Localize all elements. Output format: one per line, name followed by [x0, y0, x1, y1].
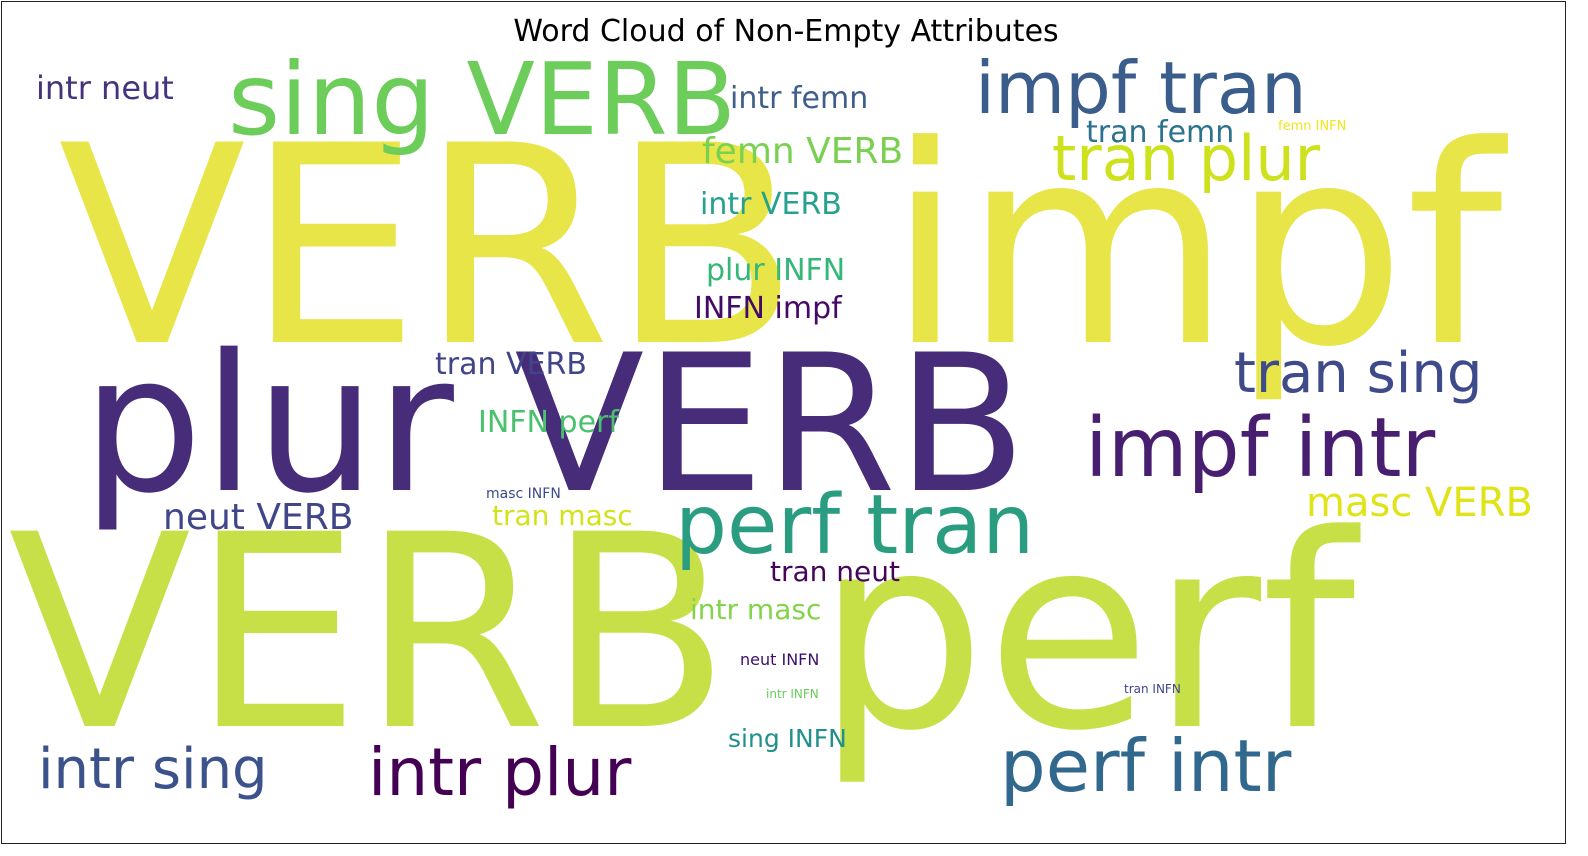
word-verb-impf: VERB impf	[58, 87, 1503, 407]
word-plur-infn: plur INFN	[706, 253, 846, 288]
word-impf-intr: impf intr	[1085, 401, 1436, 496]
word-tran-masc: tran masc	[492, 499, 633, 532]
word-tran-plur: tran plur	[1052, 122, 1321, 195]
word-sing-verb: sing VERB	[228, 41, 737, 158]
word-tran-sing: tran sing	[1234, 341, 1483, 406]
word-neut-infn: neut INFN	[740, 650, 820, 669]
word-femn-infn: femn INFN	[1278, 119, 1347, 134]
chart-title: Word Cloud of Non-Empty Attributes	[513, 14, 1059, 49]
word-verb-perf: VERB perf	[8, 478, 1356, 790]
word-tran-femn: tran femn	[1086, 115, 1235, 150]
word-perf-intr: perf intr	[1000, 724, 1292, 808]
word-perf-tran: perf tran	[675, 478, 1035, 573]
word-intr-plur: intr plur	[368, 734, 632, 811]
word-intr-femn: intr femn	[730, 81, 869, 116]
plot-frame	[1, 1, 1566, 844]
word-intr-masc: intr masc	[690, 593, 822, 626]
word-plur-verb: plur VERB	[82, 314, 1027, 535]
word-intr-verb: intr VERB	[700, 187, 842, 222]
word-tran-neut: tran neut	[770, 555, 900, 588]
word-infn-perf: INFN perf	[478, 405, 619, 440]
word-femn-verb: femn VERB	[702, 131, 904, 172]
word-neut-verb: neut VERB	[163, 497, 354, 538]
word-intr-neut: intr neut	[36, 69, 174, 107]
word-impf-tran: impf tran	[975, 46, 1307, 130]
word-tran-infn: tran INFN	[1124, 682, 1181, 696]
word-intr-sing: intr sing	[38, 737, 268, 802]
word-masc-infn: masc INFN	[486, 486, 561, 502]
word-sing-infn: sing INFN	[728, 724, 847, 753]
word-masc-verb: masc VERB	[1306, 480, 1533, 526]
word-intr-infn: intr INFN	[766, 687, 819, 701]
word-infn-impf: INFN impf	[694, 291, 842, 326]
word-tran-verb: tran VERB	[435, 347, 587, 382]
